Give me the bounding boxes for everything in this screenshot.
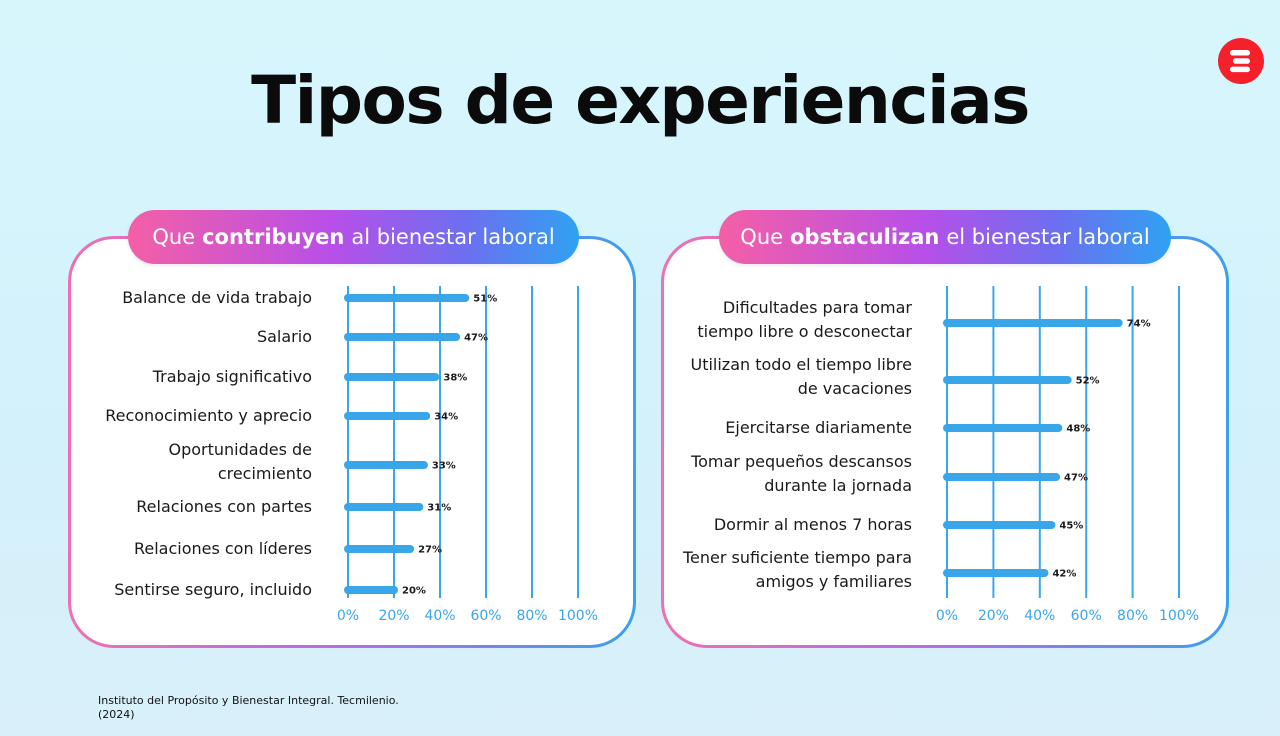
panel-header-bold: obstaculizan [790, 225, 940, 249]
panel-header-post: el bienestar laboral [946, 225, 1150, 249]
panel-header-pre: Que [152, 225, 196, 249]
source-citation: Instituto del Propósito y Bienestar Inte… [98, 694, 399, 722]
source-line: Instituto del Propósito y Bienestar Inte… [98, 694, 399, 707]
source-year: (2024) [98, 708, 135, 721]
panel-header-post: al bienestar laboral [351, 225, 555, 249]
chart-card-contribuyen [68, 236, 636, 648]
panel-header-contribuyen: Que contribuyen al bienestar laboral [128, 210, 579, 264]
panel-header-bold: contribuyen [202, 225, 345, 249]
panel-header-obstaculizan: Que obstaculizan el bienestar laboral [719, 210, 1171, 264]
brand-logo-icon [1218, 38, 1264, 84]
chart-card-obstaculizan [661, 236, 1229, 648]
panel-header-pre: Que [740, 225, 784, 249]
page-title: Tipos de experiencias [251, 62, 1030, 139]
